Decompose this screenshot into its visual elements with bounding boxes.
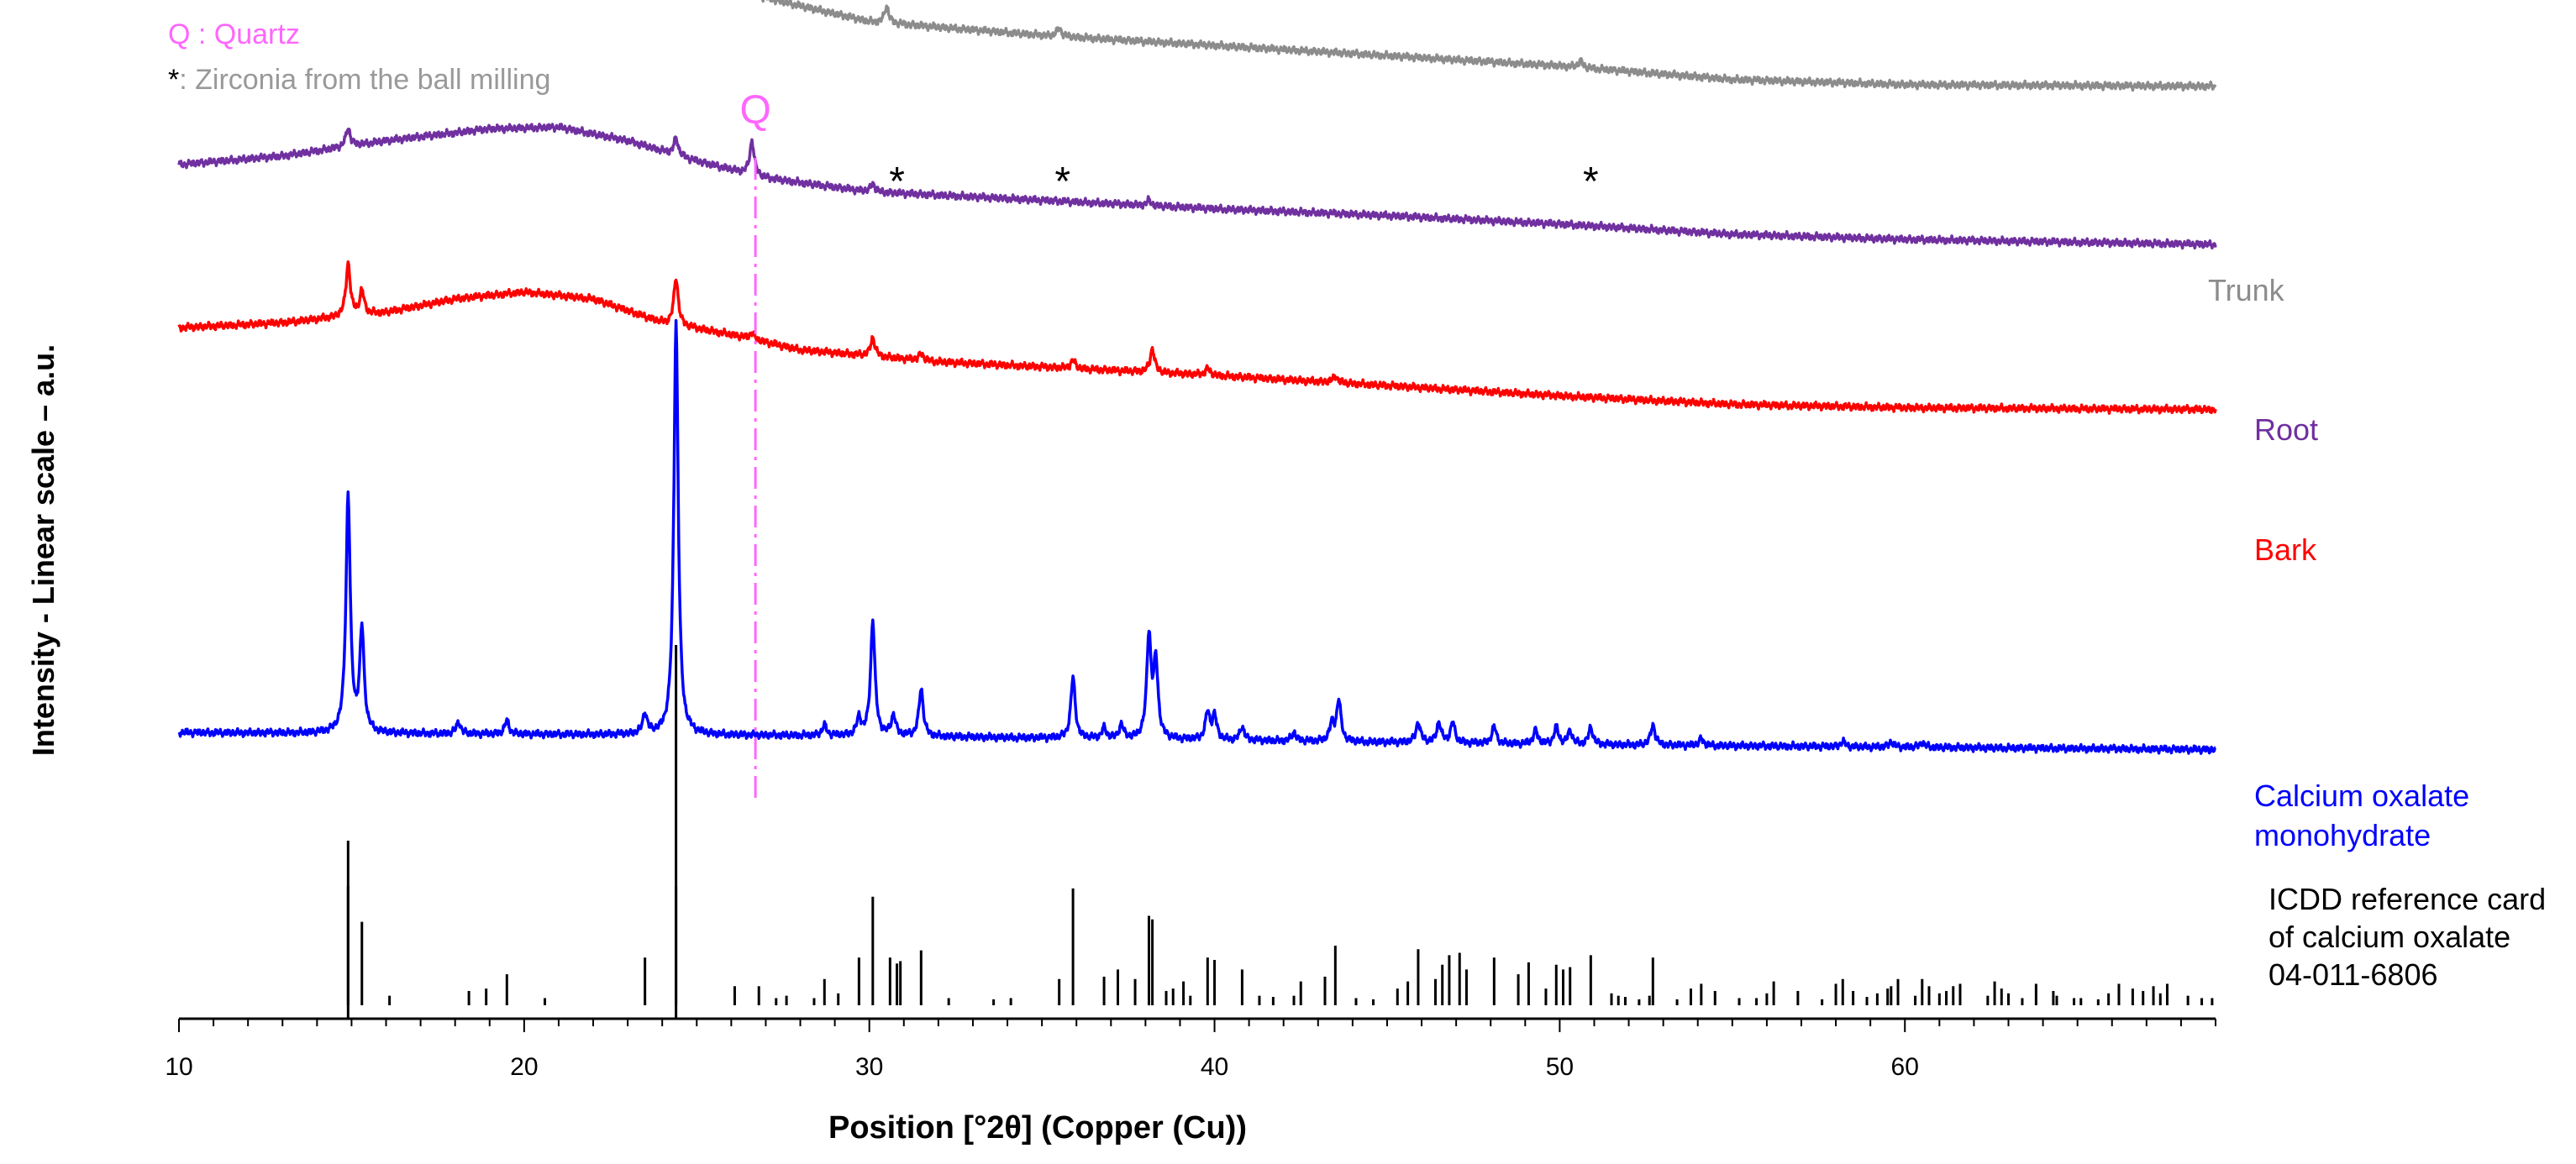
series-label-line: Calcium oxalate	[2254, 779, 2469, 813]
legend: Q : Quartz *: Zirconia from the ball mil…	[168, 18, 550, 96]
series-label-trunk: Trunk	[2208, 273, 2285, 307]
series-label-line: Trunk	[2208, 273, 2285, 307]
quartz-label: Q	[739, 88, 770, 133]
reference-card-label: ICDD reference card of calcium oxalate 04-…	[2268, 882, 2546, 992]
zirconia-mark: *	[1054, 160, 1070, 204]
series-line-bark	[177, 260, 2217, 415]
x-axis: 10 20 30 40 50 60	[165, 1017, 2216, 1081]
series-label-root: Root	[2254, 412, 2318, 447]
series-label-calcium-oxalate-monohydrate: Calcium oxalate monohydrate	[2254, 779, 2469, 852]
series-label-line: monohydrate	[2254, 818, 2431, 852]
zirconia-mark: *	[889, 160, 905, 204]
reference-card-label-line: 04-011-6806	[2268, 957, 2438, 992]
x-tick-label: 60	[1891, 1053, 1919, 1081]
series-label-line: Bark	[2254, 532, 2317, 567]
series-label-bark: Bark	[2254, 532, 2317, 567]
legend-zirconia: *: Zirconia from the ball milling	[168, 64, 550, 96]
y-axis-label: Intensity - Linear scale – a.u.	[26, 344, 60, 756]
legend-zirconia-text: : Zirconia from the ball milling	[179, 64, 550, 96]
series-label-line: Root	[2254, 412, 2318, 447]
series-line-calcium-oxalate-monohydrate	[177, 318, 2216, 755]
legend-zirconia-marker: *	[168, 64, 179, 96]
x-tick-label: 50	[1546, 1053, 1574, 1081]
series-line-trunk	[761, 0, 2217, 92]
annotations: Q * * *	[739, 88, 1599, 798]
x-tick-label: 20	[510, 1053, 538, 1081]
series-line-root	[177, 123, 2217, 250]
reference-sticks	[346, 645, 2214, 1019]
legend-quartz: Q : Quartz	[168, 18, 300, 50]
zirconia-mark: *	[1583, 160, 1599, 204]
x-axis-label: Position [°2θ] (Copper (Cu))	[828, 1110, 1247, 1146]
x-tick-label: 30	[855, 1053, 883, 1081]
series-labels: Trunk Root Bark Calcium oxalate monohydrate I…	[2208, 273, 2546, 992]
x-tick-label: 10	[165, 1053, 192, 1081]
reference-card-label-line: of calcium oxalate	[2268, 920, 2510, 954]
series-layer	[177, 0, 2217, 755]
reference-card-label-line: ICDD reference card	[2268, 882, 2546, 916]
x-tick-label: 40	[1201, 1053, 1228, 1081]
